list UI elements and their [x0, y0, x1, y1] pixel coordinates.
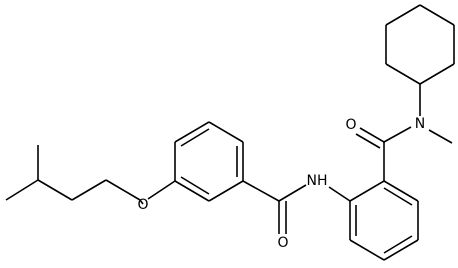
- atom-label: NH: [307, 173, 328, 189]
- atom-label: O: [277, 235, 288, 251]
- atom-label: N: [415, 116, 425, 132]
- atom-label: O: [137, 197, 148, 213]
- bonds: [5, 4, 455, 261]
- atom-label: O: [345, 117, 356, 133]
